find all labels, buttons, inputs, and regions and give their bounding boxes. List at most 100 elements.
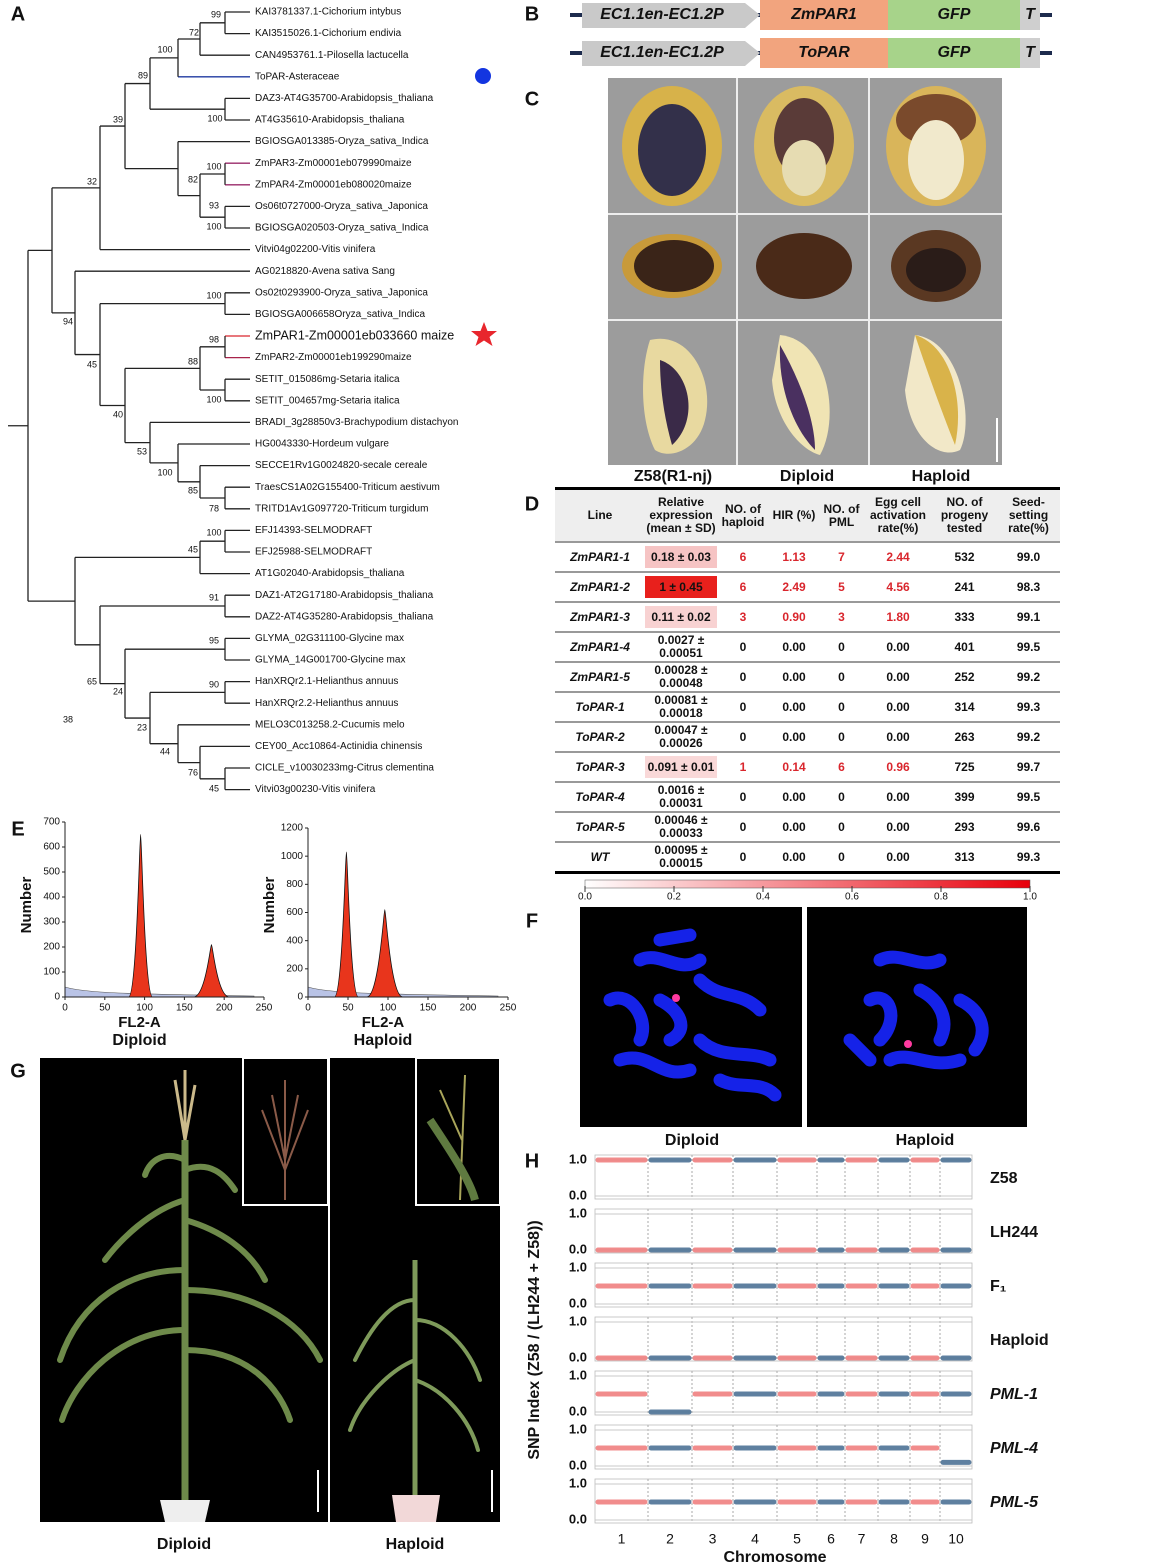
table-row: WT 0.00095 ± 0.00015 0 0.00 0 0.00 313 99.3: [555, 843, 1060, 871]
line-name: ToPAR-3: [575, 759, 625, 774]
cytology-label: Haploid: [896, 1132, 955, 1149]
table-cell: 314: [954, 699, 975, 714]
table-row: ToPAR-5 0.00046 ± 0.00033 0 0.00 0 0.00 293 99.…: [555, 813, 1060, 843]
sample-name: PML-5: [990, 1494, 1039, 1511]
y-tick-label: 1.0: [569, 1475, 587, 1490]
bootstrap-value: 39: [113, 114, 123, 124]
histogram-peak: [366, 909, 403, 998]
chromosome-label: 3: [709, 1531, 717, 1547]
x-tick-label: 0: [305, 1003, 311, 1014]
leaf-label: EFJ25988-SELMODRAFT: [255, 547, 372, 558]
table-cell: 0: [739, 849, 747, 864]
x-tick-label: 50: [342, 1003, 354, 1014]
table-cell: 0.00: [782, 789, 806, 804]
table-cell: 0: [838, 849, 845, 864]
leaf-label: SETIT_004657mg-Setaria italica: [255, 395, 400, 406]
table-cell: 99.2: [1016, 669, 1041, 684]
x-axis-label: FL2-A: [362, 1014, 405, 1031]
cytology-label: Diploid: [665, 1132, 719, 1149]
table-cell: 0.00: [886, 849, 910, 864]
kernel-column-label: Diploid: [780, 468, 834, 485]
y-axis-label: SNP Index (Z58 / (LH244 + Z58)): [526, 1220, 543, 1459]
panel-letter: H: [525, 1150, 539, 1172]
table-cell: 6: [838, 759, 845, 774]
table-cell: 313: [954, 849, 975, 864]
table-row: ToPAR-3 0.091 ± 0.01 1 0.14 6 0.96 725 99.7: [555, 753, 1060, 783]
snp-frame: [594, 1316, 973, 1362]
table-cell: 252: [954, 669, 975, 684]
leaf-label: SECCE1Rv1G0024820-secale cereale: [255, 460, 428, 471]
leaf-label: DAZ1-AT2G17180-Arabidopsis_thaliana: [255, 590, 434, 601]
leaf-label: Os02t0293900-Oryza_sativa_Japonica: [255, 287, 428, 298]
bootstrap-value: 99: [211, 9, 221, 19]
leaf-label: MELO3C013258.2-Cucumis melo: [255, 719, 405, 730]
line-name: ToPAR-5: [575, 819, 625, 834]
terminator: T: [1025, 6, 1036, 23]
x-tick-label: 200: [216, 1003, 233, 1014]
chromosome-label: 5: [793, 1531, 801, 1547]
expression-table: Line Relative expression (mean ± SD) NO. o…: [555, 487, 1060, 874]
table-cell: 0.00: [782, 819, 806, 834]
table-cell: 99.1: [1016, 609, 1041, 624]
gene: ToPAR: [798, 44, 850, 61]
histogram-peak: [128, 834, 153, 998]
kernel-column-label: Z58(R1-nj): [634, 468, 712, 485]
leaf-label: ZmPAR2-Zm00001eb199290maize: [255, 352, 412, 363]
bootstrap-value: 82: [188, 174, 198, 184]
y-tick-label: 0.0: [569, 1349, 587, 1364]
table-cell: 2.49: [782, 579, 806, 594]
table-cell: 2.44: [886, 549, 910, 564]
chromosome-label: 6: [827, 1531, 835, 1547]
header-cell: NO. of haploid: [721, 501, 765, 529]
y-tick-label: 1200: [281, 823, 304, 834]
kernel-photo: [608, 78, 1002, 465]
y-tick-label: 800: [286, 879, 303, 890]
table-cell: 241: [954, 579, 975, 594]
leaf-label: AT1G02040-Arabidopsis_thaliana: [255, 568, 405, 579]
table-cell: 1.80: [886, 609, 910, 624]
bootstrap-value: 40: [113, 409, 123, 419]
plant-photo: [40, 1057, 501, 1522]
x-tick-label: 100: [380, 1003, 397, 1014]
table-cell: 0.00047 ± 0.00026: [654, 723, 708, 750]
y-tick-label: 1.0: [569, 1259, 587, 1274]
y-tick-label: 600: [286, 907, 303, 918]
sample-name: PML-4: [990, 1440, 1038, 1457]
bootstrap-value: 100: [206, 394, 221, 404]
table-cell: 0.18 ± 0.03: [645, 546, 717, 568]
table-cell: 0.00: [886, 669, 910, 684]
y-tick-label: 700: [43, 817, 60, 828]
bootstrap-value: 100: [157, 467, 172, 477]
table-cell: 1.13: [782, 549, 806, 564]
table-row: ToPAR-2 0.00047 ± 0.00026 0 0.00 0 0.00 263 99.…: [555, 723, 1060, 753]
scale-tick-label: 0.4: [756, 892, 770, 903]
leaf-label: ZmPAR3-Zm00001eb079990maize: [255, 158, 412, 169]
table-cell: 0: [739, 639, 747, 654]
table-cell: 99.0: [1016, 549, 1041, 564]
leaf-label: ZmPAR1-Zm00001eb033660 maize: [255, 328, 454, 342]
bootstrap-value: 88: [188, 356, 198, 366]
table-cell: 0.00081 ± 0.00018: [654, 693, 708, 720]
reporter: GFP: [938, 44, 971, 61]
table-cell: 99.2: [1016, 729, 1041, 744]
terminator: T: [1025, 44, 1036, 61]
y-tick-label: 0.0: [569, 1511, 587, 1526]
bootstrap-value: 65: [87, 676, 97, 686]
line-name: ZmPAR1-4: [570, 639, 630, 654]
bootstrap-value: 76: [188, 767, 198, 777]
bootstrap-value: 44: [160, 746, 170, 756]
table-cell: 0.00: [886, 819, 910, 834]
panel-letter: A: [11, 3, 25, 25]
y-axis-label: Number: [18, 877, 35, 934]
leaf-label: BGIOSGA013385-Oryza_sativa_Indica: [255, 136, 429, 147]
leaf-label: TraesCS1A02G155400-Triticum aestivum: [255, 482, 440, 493]
chromosome-label: 8: [890, 1531, 898, 1547]
bootstrap-value: 72: [189, 27, 199, 37]
line-name: WT: [590, 849, 610, 864]
table-cell: 5: [838, 579, 845, 594]
leaf-label: TRITD1Av1G097720-Triticum turgidum: [255, 503, 428, 514]
table-cell: 0: [838, 669, 845, 684]
y-tick-label: 1.0: [569, 1421, 587, 1436]
